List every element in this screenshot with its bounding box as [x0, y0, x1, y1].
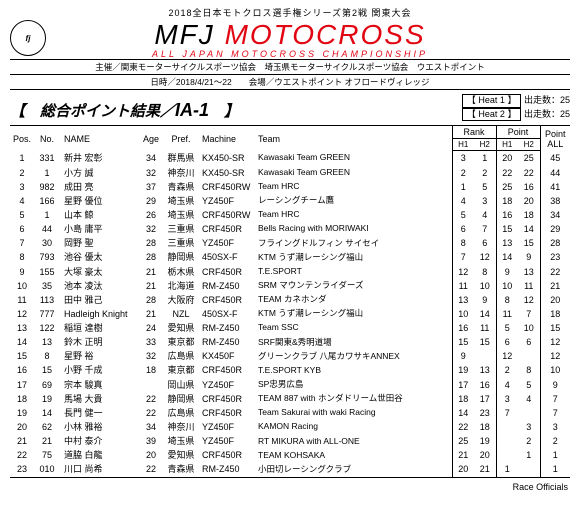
- col-team: Team: [256, 126, 452, 151]
- col-rank-h2: H2: [474, 139, 496, 151]
- table-row: 3982成田 亮37青森県CRF450RWTeam HRC15251641: [10, 180, 570, 194]
- col-point-h2: H2: [518, 139, 540, 151]
- date-venue-line: 日時／2018/4/21～22 会場／ウエストポイント オフロードヴィレッジ: [10, 74, 570, 90]
- brand-motocross: MOTOCROSS: [225, 19, 426, 50]
- table-row: 1769宗本 駿真岡山県YZ450FSP忠男広島1716459: [10, 378, 570, 392]
- col-age: Age: [140, 126, 162, 151]
- series-title: 2018全日本モトクロス選手権シリーズ第2戦 関東大会: [10, 6, 570, 19]
- col-name: NAME: [60, 126, 140, 151]
- col-pref: Pref.: [162, 126, 200, 151]
- brand-sub: ALL JAPAN MOTOCROSS CHAMPIONSHIP: [10, 49, 570, 59]
- result-title: 【 総合ポイント結果／IA-1 】: [10, 100, 239, 121]
- col-rank-h1: H1: [452, 139, 474, 151]
- table-row: 1615小野 千成18東京都CRF450RT.E.SPORT KYB191328…: [10, 363, 570, 377]
- table-row: 1413鈴木 正明33東京都RM-Z450SRF関東&秀明道場15156612: [10, 335, 570, 349]
- results-table: Pos. No. NAME Age Pref. Machine Team Ran…: [10, 125, 570, 492]
- table-row: 2062小林 雅裕34神奈川YZ450FKAMON Racing221833: [10, 420, 570, 434]
- table-row: 11113田中 雅己28大阪府CRF450RTEAM カネホンダ13981220: [10, 293, 570, 307]
- brand-mfj: MFJ: [154, 19, 214, 50]
- brand-logo: MFJ MOTOCROSS: [10, 21, 570, 49]
- table-row: 2275道脇 白龍20愛知県CRF450RTEAM KOHSAKA212011: [10, 448, 570, 462]
- col-rank: Rank: [452, 126, 496, 139]
- table-row: 730岡野 聖28三重県YZ450Fフライングドルフィン サイセイ8613152…: [10, 236, 570, 250]
- table-row: 1819馬場 大貴22静岡県CRF450RTEAM 887 with ホンダドリ…: [10, 392, 570, 406]
- table-row: 1035池本 凌汰21北海道RM-Z450SRM マウンテンライダーズ11101…: [10, 279, 570, 293]
- col-point-h1: H1: [496, 139, 518, 151]
- title-row: 【 総合ポイント結果／IA-1 】 【 Heat 1 】 出走数：25 【 He…: [10, 94, 570, 121]
- col-pos: Pos.: [10, 126, 34, 151]
- table-row: 8793池谷 優太28静岡県450SX-FKTM うず潮レーシング福山71214…: [10, 250, 570, 264]
- table-row: 4166星野 優位29埼玉県YZ450Fレーシングチーム鷹43182038: [10, 194, 570, 208]
- table-row: 21小方 誠32神奈川KX450-SRKawasaki Team GREEN22…: [10, 166, 570, 180]
- mfj-logo: fj: [10, 20, 46, 56]
- table-row: 13122稲垣 達樹24愛知県RM-Z450Team SSC161151015: [10, 321, 570, 335]
- table-row: 51山本 鯨26埼玉県CRF450RWTeam HRC54161834: [10, 208, 570, 222]
- organizer-line: 主催／関東モーターサイクルスポーツ協会 埼玉県モーターサイクルスポーツ協会 ウエ…: [10, 59, 570, 74]
- race-officials: Race Officials: [10, 477, 570, 493]
- col-point-all: PointALL: [540, 126, 570, 151]
- table-row: 2121中村 泰介39埼玉県YZ450FRT MIKURA with ALL-O…: [10, 434, 570, 448]
- col-no: No.: [34, 126, 60, 151]
- table-row: 9155大塚 豪太21栃木県CRF450RT.E.SPORT12891322: [10, 265, 570, 279]
- col-machine: Machine: [200, 126, 256, 151]
- table-row: 12777Hadleigh Knight21NZL450SX-FKTM うず潮レ…: [10, 307, 570, 321]
- table-row: 1331新井 宏彰34群馬県KX450-SRKawasaki Team GREE…: [10, 151, 570, 166]
- heat-info: 【 Heat 1 】 出走数：25 【 Heat 2 】 出走数：25: [462, 94, 570, 121]
- table-row: 644小島 庸平32三重県CRF450RBells Racing with MO…: [10, 222, 570, 236]
- table-row: 158星野 裕32広島県KX450Fグリーンクラブ 八尾カワサキANNEX912…: [10, 349, 570, 363]
- header: 2018全日本モトクロス選手権シリーズ第2戦 関東大会 MFJ MOTOCROS…: [10, 6, 570, 90]
- table-row: 1914長門 健一22広島県CRF450RTeam Sakurai with w…: [10, 406, 570, 420]
- col-point: Point: [496, 126, 540, 139]
- table-row: 23010川口 尚希22青森県RM-Z450小田切レーシングクラブ202111: [10, 462, 570, 477]
